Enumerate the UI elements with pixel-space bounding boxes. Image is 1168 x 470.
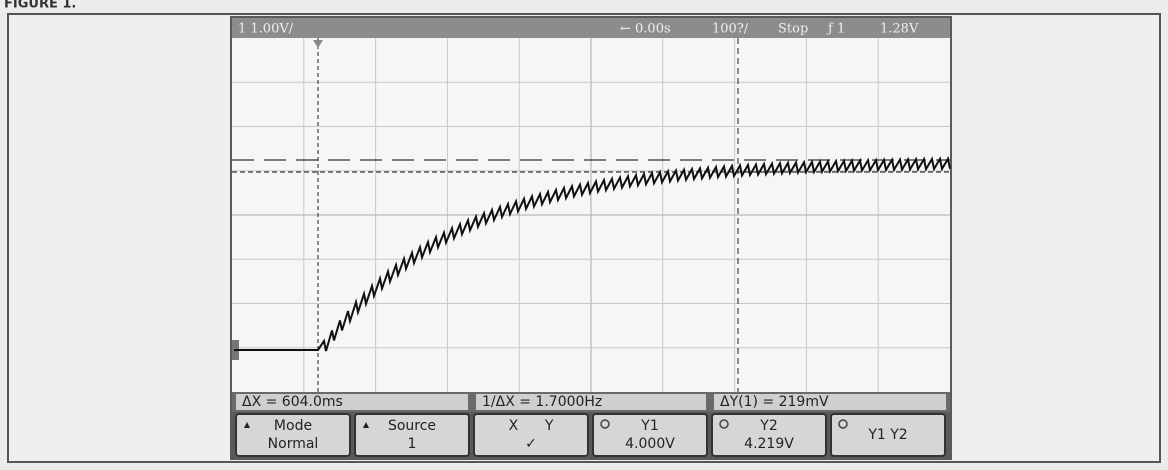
- softkey-label: Source: [388, 418, 436, 434]
- knob-icon: [719, 419, 729, 429]
- softkey-arrow: [363, 422, 369, 428]
- softkey-value: ✓: [525, 436, 537, 452]
- graticule: [232, 38, 950, 392]
- softkey[interactable]: [830, 413, 946, 457]
- softkey-label: Mode: [274, 418, 312, 434]
- delta-y: ΔY(1) = 219mV: [720, 394, 829, 410]
- softkey-label: X Y: [509, 418, 554, 434]
- softkey[interactable]: [711, 413, 827, 457]
- trigger-source: ƒ 1: [826, 22, 845, 37]
- trigger-position-marker: [313, 40, 323, 48]
- measurement-box: [476, 394, 706, 410]
- run-state: Stop: [778, 22, 808, 37]
- softkey-value: 4.219V: [744, 436, 794, 452]
- delta-x: ΔX = 604.0ms: [242, 394, 343, 410]
- softkey[interactable]: [473, 413, 589, 457]
- time-offset: ← 0.00s: [620, 22, 671, 37]
- trigger-level: 1.28V: [880, 22, 919, 37]
- softkey-label: Y2: [759, 418, 777, 434]
- figure-label: FIGURE 1.: [4, 0, 76, 12]
- measurement-box: [236, 394, 468, 410]
- softkey-arrow: [244, 422, 250, 428]
- softkey-value: 1: [408, 436, 417, 452]
- softkey-value: 4.000V: [625, 436, 675, 452]
- waveform-trace: [234, 156, 951, 352]
- knob-icon: [838, 419, 848, 429]
- status-bar: [232, 18, 950, 38]
- measurement-box: [714, 394, 946, 410]
- softkey-label: Y1 Y2: [867, 427, 907, 443]
- softkey-value: Normal: [268, 436, 319, 452]
- softkey-row: Mode Normal Source 1 X Y ✓ Y1 4.000V Y2 4.219V Y1 …: [235, 413, 946, 457]
- softkey-label: Y1: [640, 418, 658, 434]
- channel-scale: 1 1.00V/: [238, 22, 294, 37]
- softkey[interactable]: [592, 413, 708, 457]
- softkey[interactable]: [235, 413, 351, 457]
- inverse-delta-x: 1/ΔX = 1.7000Hz: [482, 394, 602, 410]
- softkey[interactable]: [354, 413, 470, 457]
- timebase: 100?/: [712, 22, 749, 37]
- knob-icon: [600, 419, 610, 429]
